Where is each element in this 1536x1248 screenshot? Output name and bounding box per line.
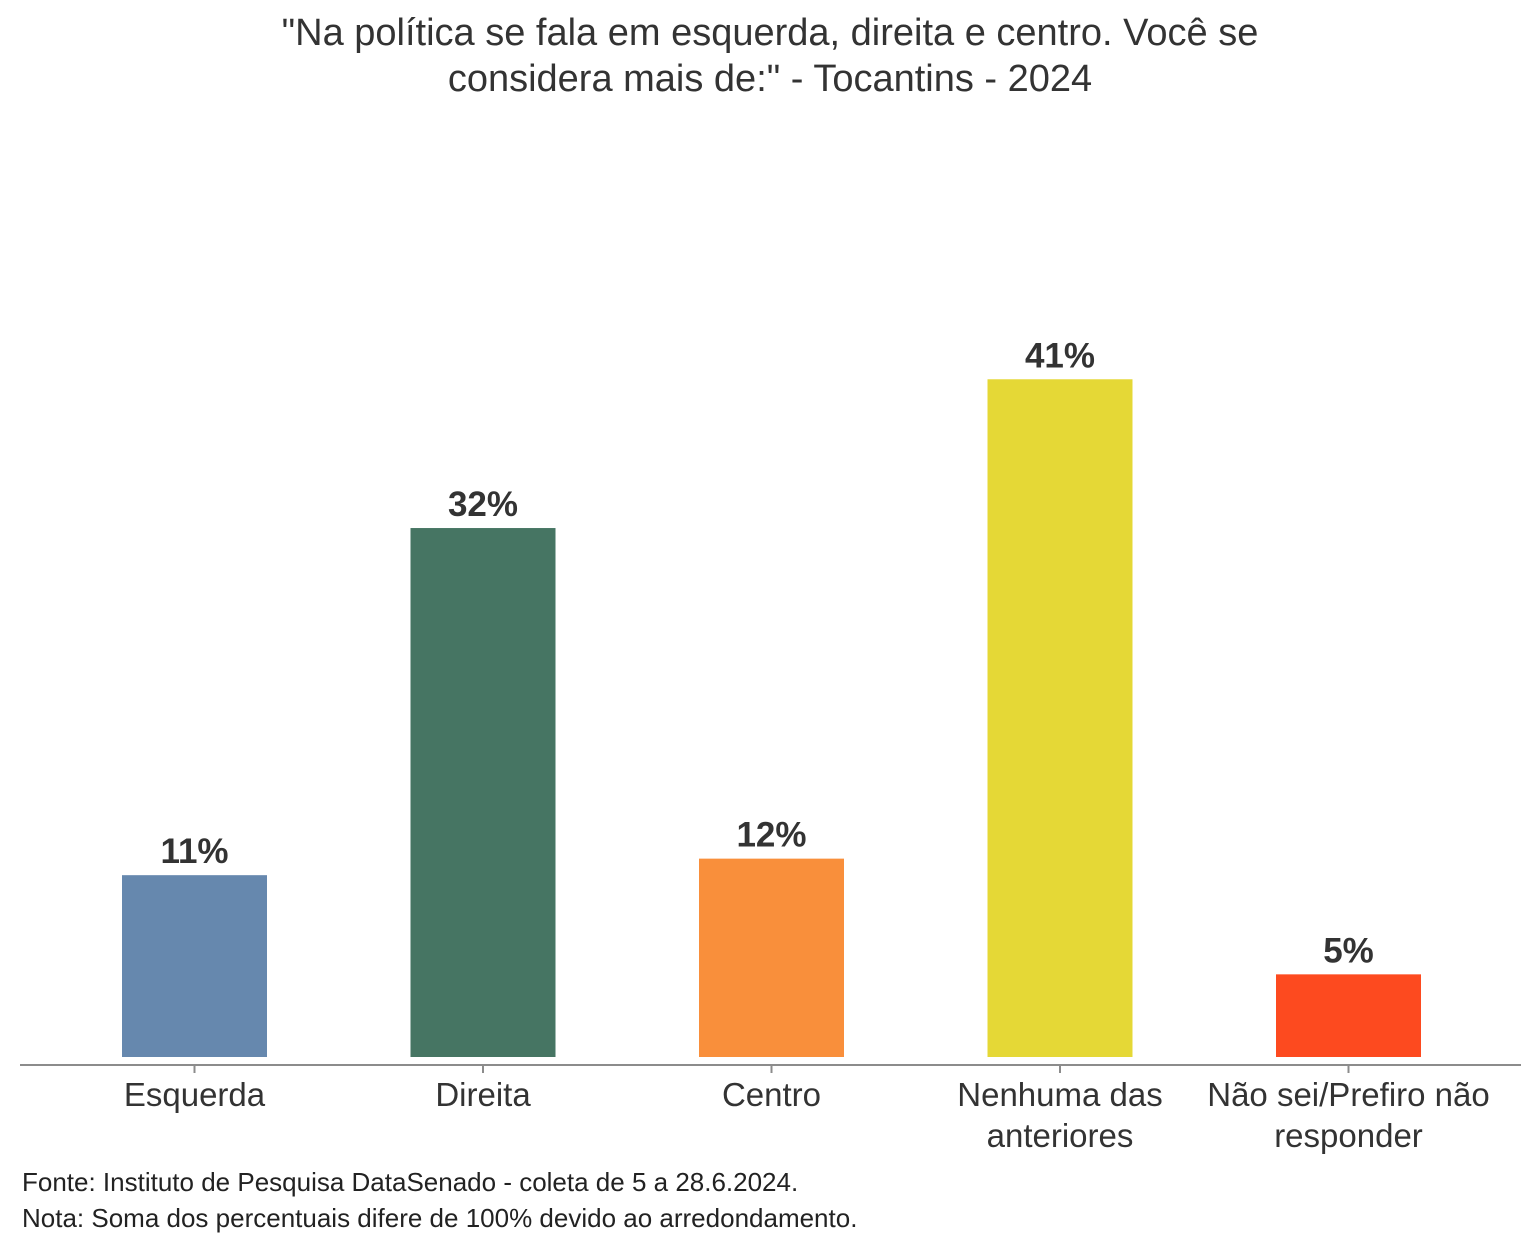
bar-0 xyxy=(122,875,267,1057)
bar-3 xyxy=(987,379,1133,1057)
x-tick-label-3: Nenhuma das xyxy=(957,1076,1162,1113)
value-label-1: 32% xyxy=(448,485,518,524)
x-tick-label-0: Esquerda xyxy=(124,1076,266,1113)
x-tick-label-2: Centro xyxy=(722,1076,821,1113)
bars-group xyxy=(122,379,1421,1057)
value-label-3: 41% xyxy=(1025,336,1095,375)
x-tick-label-4-line-2: responder xyxy=(1274,1117,1423,1154)
value-label-2: 12% xyxy=(736,816,806,855)
chart-title-line-1: "Na política se fala em esquerda, direit… xyxy=(281,12,1259,54)
value-labels-group: 11% 32% 12% 41% 5% xyxy=(160,336,1373,970)
source-note: Fonte: Instituto de Pesquisa DataSenado … xyxy=(22,1167,799,1197)
chart-title: "Na política se fala em esquerda, direit… xyxy=(0,10,1536,102)
value-label-0: 11% xyxy=(160,832,228,871)
footnote-rounding: Nota: Soma dos percentuais difere de 100… xyxy=(22,1203,858,1233)
bar-2 xyxy=(699,858,844,1057)
bar-4 xyxy=(1276,974,1421,1057)
value-label-4: 5% xyxy=(1323,931,1374,970)
x-tick-label-1: Direita xyxy=(435,1076,531,1113)
bar-1 xyxy=(410,528,556,1057)
bar-chart: 11% 32% 12% 41% 5% Esquerda Direita Centro Nenh… xyxy=(20,336,1521,1154)
x-tick-label-3-line-2: anteriores xyxy=(987,1117,1134,1154)
x-tick-labels-group: Esquerda Direita Centro Nenhuma das anterior… xyxy=(124,1076,1490,1154)
x-tick-label-4: Não sei/Prefiro não xyxy=(1207,1076,1489,1113)
chart-title-line-2: considera mais de:" - Tocantins - 2024 xyxy=(447,58,1093,100)
x-ticks-group xyxy=(193,1065,1350,1073)
